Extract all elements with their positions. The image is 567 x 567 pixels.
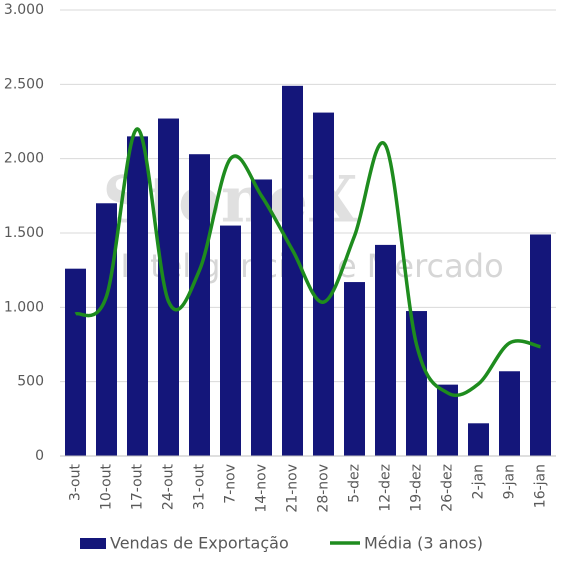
bar xyxy=(313,112,334,456)
y-tick-label: 2.500 xyxy=(4,76,44,92)
line xyxy=(74,127,541,398)
bar xyxy=(96,203,117,456)
x-tick-label: 2-jan xyxy=(471,464,487,499)
y-tick-label: 1.000 xyxy=(4,299,44,315)
x-tick-label: 21-nov xyxy=(285,464,301,513)
legend-swatch xyxy=(80,538,106,549)
legend-label: Vendas de Exportação xyxy=(110,534,289,553)
y-tick-label: 3.000 xyxy=(4,2,44,18)
bar xyxy=(468,423,489,456)
bar xyxy=(406,311,427,456)
bar xyxy=(282,85,303,456)
bar xyxy=(65,268,86,456)
x-tick-label: 12-dez xyxy=(378,464,394,512)
x-tick-label: 24-out xyxy=(161,463,177,510)
x-tick-label: 14-nov xyxy=(254,464,270,513)
y-tick-label: 500 xyxy=(17,374,44,390)
bar xyxy=(251,179,272,457)
x-tick-label: 3-out xyxy=(68,463,84,501)
x-tick-label: 5-dez xyxy=(347,464,363,503)
x-tick-label: 9-jan xyxy=(502,464,518,499)
x-tick-label: 17-out xyxy=(130,463,146,510)
x-tick-label: 26-dez xyxy=(440,464,456,512)
bar xyxy=(375,244,396,456)
bar xyxy=(127,136,148,456)
x-tick-label: 28-nov xyxy=(316,464,332,513)
y-tick-label: 2.000 xyxy=(4,151,44,167)
x-tick-label: 10-out xyxy=(99,463,115,510)
bar xyxy=(437,384,458,456)
bar xyxy=(344,282,365,456)
bar xyxy=(158,118,179,456)
bar xyxy=(499,371,520,456)
watermark: Inteligência de Mercado xyxy=(120,247,503,285)
bar xyxy=(189,154,210,456)
x-tick-label: 16-jan xyxy=(533,464,549,508)
bar xyxy=(220,225,241,456)
legend-label: Média (3 anos) xyxy=(364,534,483,553)
y-tick-label: 0 xyxy=(35,448,44,464)
x-tick-label: 31-out xyxy=(192,463,208,510)
y-tick-label: 1.500 xyxy=(4,225,44,241)
x-tick-label: 19-dez xyxy=(409,464,425,512)
x-tick-label: 7-nov xyxy=(223,464,239,504)
